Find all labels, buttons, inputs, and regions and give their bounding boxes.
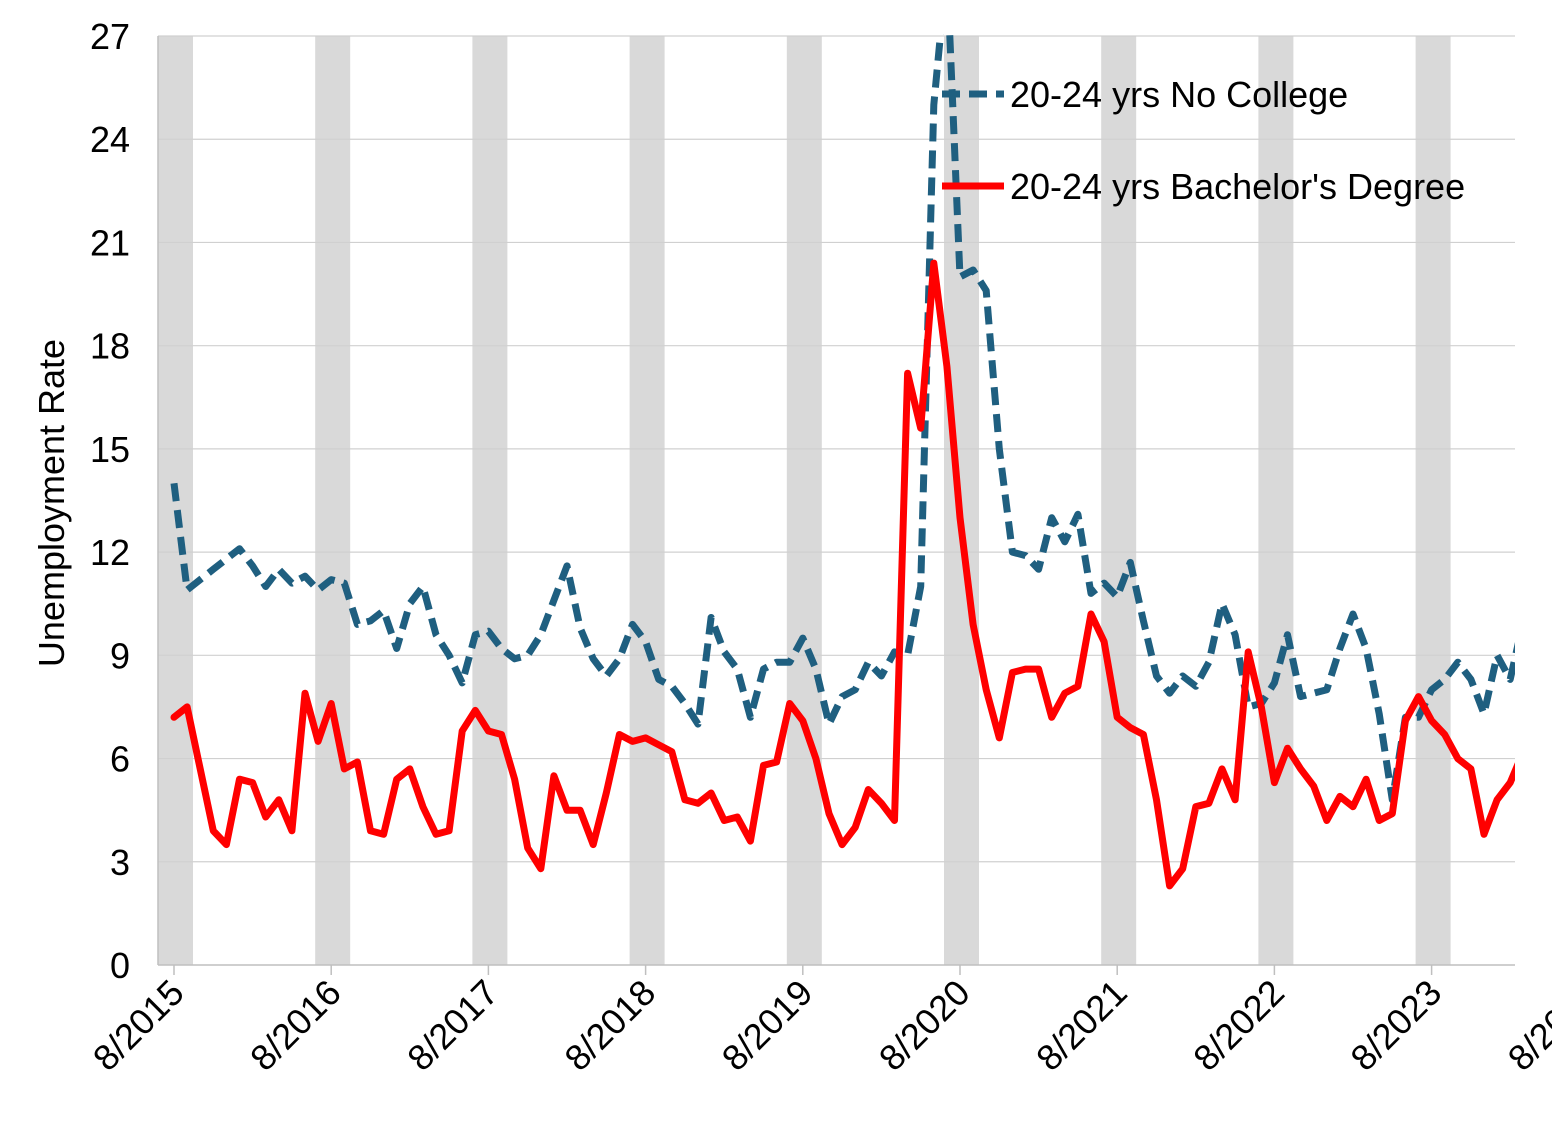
y-tick-label: 15 — [90, 429, 130, 470]
x-tick-label: 8/2020 — [871, 972, 978, 1079]
y-tick-label: 0 — [110, 945, 130, 986]
shaded-band — [786, 36, 822, 965]
x-tick-label: 8/2018 — [556, 972, 663, 1079]
x-tick-label: 8/2024 — [1500, 972, 1552, 1079]
x-tick-label: 8/2023 — [1342, 972, 1449, 1079]
x-tick-label: 8/2019 — [714, 972, 821, 1079]
shaded-band — [1258, 36, 1294, 965]
shaded-band — [1415, 36, 1451, 965]
y-tick-label: 6 — [110, 739, 130, 780]
gridlines — [158, 35, 1515, 863]
x-tick-label: 8/2015 — [85, 972, 192, 1079]
shaded-band — [315, 36, 351, 965]
x-tick-label: 8/2016 — [242, 972, 349, 1079]
shaded-band — [629, 36, 665, 965]
axes — [157, 36, 1515, 975]
series-clip-group — [170, 34, 1515, 890]
shaded-band — [1101, 36, 1137, 965]
x-tick-label: 8/2017 — [399, 972, 506, 1079]
y-tick-label: 24 — [90, 119, 130, 160]
y-tick-labels: 0 3 6 9 12 15 18 21 24 27 — [90, 16, 130, 986]
x-tick-labels: 8/2015 8/2016 8/2017 8/2018 8/2019 8/2020 8/20… — [85, 972, 1552, 1079]
y-tick-label: 21 — [90, 222, 130, 263]
y-tick-label: 3 — [110, 842, 130, 883]
legend-label-bachelors: 20-24 yrs Bachelor's Degree — [1010, 166, 1465, 207]
y-tick-label: 9 — [110, 635, 130, 676]
y-tick-label: 27 — [90, 16, 130, 57]
series-line-bachelors — [170, 259, 1515, 890]
shaded-band — [472, 36, 508, 965]
x-tick-label: 8/2021 — [1028, 972, 1135, 1079]
legend-label-no-college: 20-24 yrs No College — [1010, 74, 1348, 115]
series-lines — [170, 34, 1515, 890]
shaded-bands — [158, 36, 1451, 965]
y-tick-label: 18 — [90, 326, 130, 367]
y-tick-label: 12 — [90, 532, 130, 573]
legend: 20-24 yrs No College 20-24 yrs Bachelor's… — [942, 74, 1465, 207]
series-line-no-college — [170, 34, 1515, 804]
x-tick-label: 8/2022 — [1185, 972, 1292, 1079]
y-axis-label: Unemployment Rate — [31, 339, 72, 667]
